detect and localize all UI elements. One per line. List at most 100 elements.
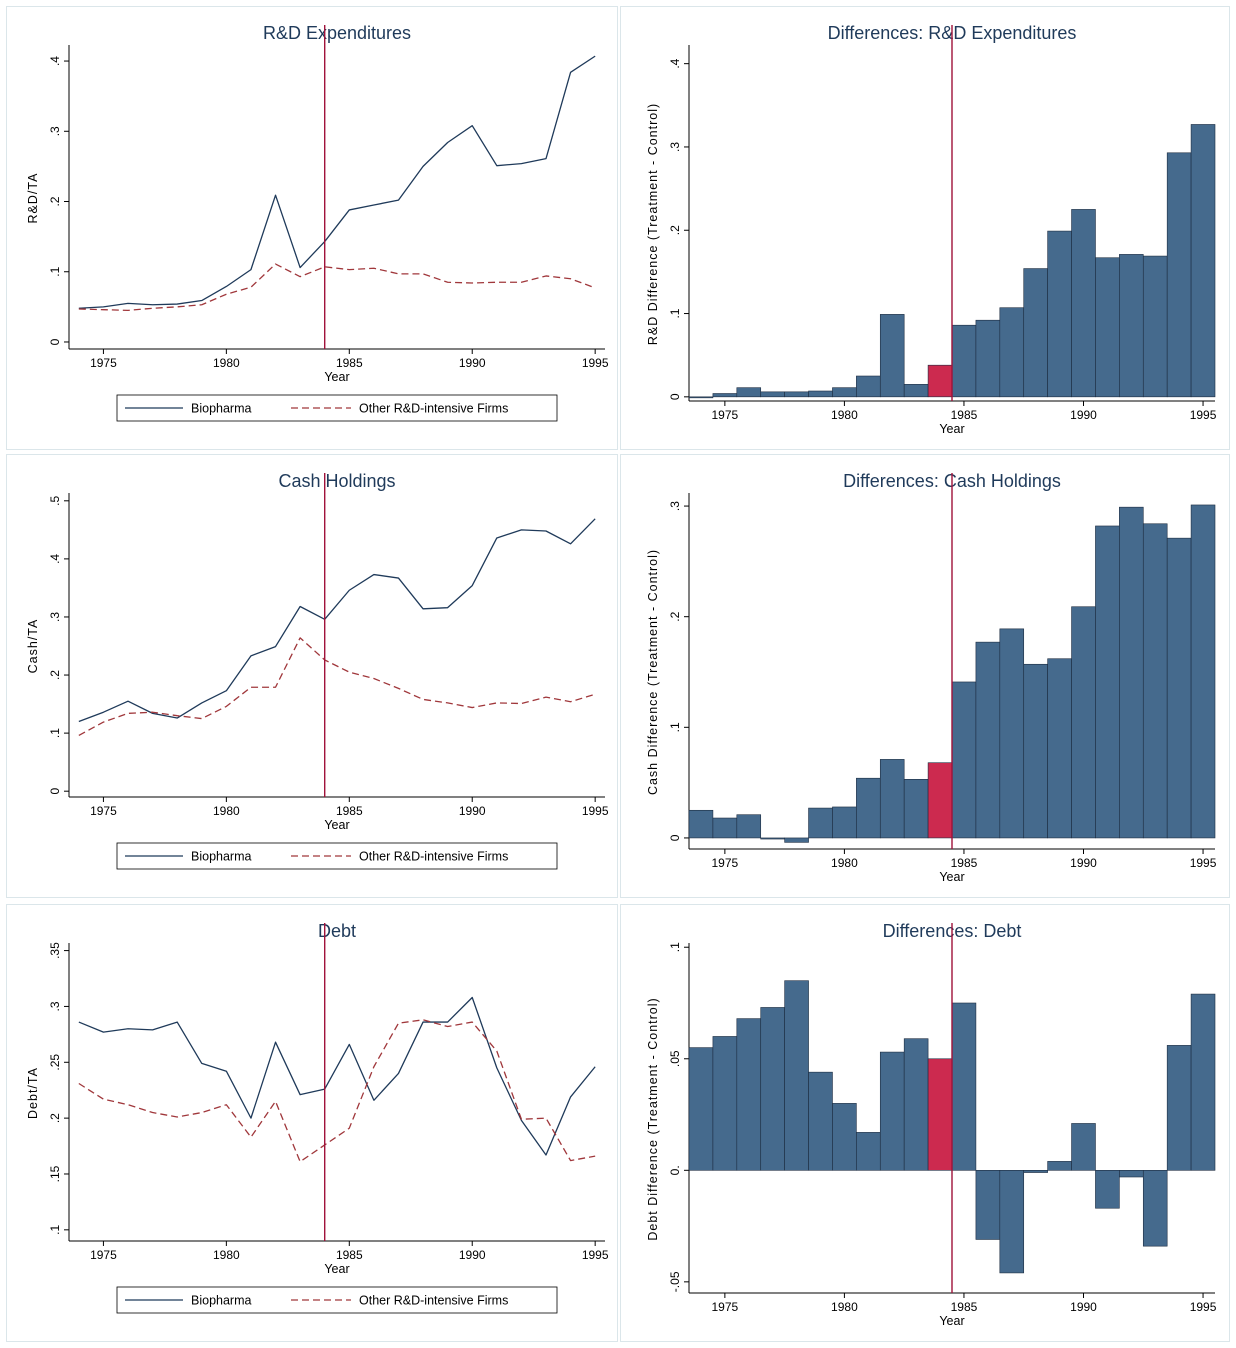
y-tick-label: .4 <box>48 554 62 564</box>
y-tick-label: .35 <box>48 942 62 959</box>
y-tick-label: .3 <box>48 1001 62 1011</box>
y-tick-label: 0 <box>48 338 62 345</box>
y-axis-label: Debt Difference (Treatment - Control) <box>646 997 660 1240</box>
bar-1989 <box>1047 658 1072 839</box>
y-tick-label: .1 <box>48 266 62 276</box>
x-tick-label: 1980 <box>831 408 858 422</box>
bar-1982 <box>879 314 905 398</box>
chart-cash-levels: Cash Holdings 0 .1 .2 .3 .4 .5 1975 1980 1985 1990… <box>26 471 609 870</box>
y-tick-label: 0. <box>668 1165 682 1175</box>
x-tick-label: 1995 <box>582 804 609 818</box>
series-line-biopharma <box>78 518 596 723</box>
bar-1982 <box>879 759 905 839</box>
chart-debt-levels: Debt .1 .15 .2 .25 .3 .35 1975 1980 1985 1990 1995 Y… <box>26 921 609 1314</box>
y-tick-label: .3 <box>48 126 62 136</box>
bar-1985 <box>951 1002 977 1171</box>
bar-1980 <box>832 1103 857 1171</box>
bar-1989 <box>1047 1161 1072 1171</box>
bar-1981 <box>856 1132 881 1171</box>
y-axis-label: R&D/TA <box>26 173 40 224</box>
bar-1993 <box>1142 523 1168 839</box>
bar-1986 <box>975 641 1001 839</box>
x-tick-label: 1975 <box>90 356 117 370</box>
y-tick-label: 0 <box>668 834 682 841</box>
series-line-other <box>78 1019 596 1163</box>
bar-1975 <box>712 393 738 398</box>
panel-cash-diff: Differences: Cash Holdings 0.1.2.3 1975 198… <box>620 454 1230 898</box>
bar-1994 <box>1166 1045 1192 1171</box>
bar-1975 <box>712 1036 738 1171</box>
legend-label-biopharma: Biopharma <box>191 850 251 864</box>
x-axis-label: Year <box>324 1262 349 1276</box>
y-tick-label: .3 <box>668 142 682 152</box>
y-tick-label: 0 <box>668 393 682 400</box>
chart-rd-diff: Differences: R&D Expenditures0.1.2.3.419… <box>646 23 1217 436</box>
x-axis-label: Year <box>324 370 349 384</box>
series-line-other <box>78 637 596 737</box>
bar-1983 <box>903 384 929 398</box>
panel-debt-diff: Differences: Debt -.05 0. .05.1 1975 1980 1985… <box>620 904 1230 1342</box>
x-tick-label: 1975 <box>90 1248 117 1262</box>
bar-1992 <box>1119 506 1144 839</box>
y-axis-label: Cash/TA <box>26 619 40 674</box>
panel-debt-levels: Debt .1 .15 .2 .25 .3 .35 1975 1980 1985 1990 1995 Y… <box>6 904 618 1342</box>
bar-1990 <box>1071 209 1096 398</box>
y-tick-label: .2 <box>668 611 682 621</box>
bar-1986 <box>975 319 1001 398</box>
series-line-other <box>78 263 596 312</box>
bar-1982 <box>879 1051 905 1171</box>
x-tick-label: 1985 <box>336 804 363 818</box>
x-tick-label: 1985 <box>336 1248 363 1262</box>
bar-1990 <box>1071 1123 1096 1171</box>
bar-1994 <box>1166 152 1192 398</box>
x-tick-label: 1990 <box>459 356 486 370</box>
legend-label-other: Other R&D-intensive Firms <box>359 850 508 864</box>
bar-1989 <box>1047 230 1072 398</box>
bar-1988 <box>1023 268 1048 398</box>
panel-cash-levels: Cash Holdings 0 .1 .2 .3 .4 .5 1975 1980 1985 1990… <box>6 454 618 898</box>
y-tick-label: .4 <box>48 56 62 66</box>
y-tick-label: .4 <box>668 58 682 68</box>
y-tick-label: 0 <box>48 788 62 795</box>
bar-1993 <box>1142 255 1168 398</box>
x-tick-label: 1980 <box>213 1248 240 1262</box>
bar-1985 <box>951 324 977 398</box>
bar-1988 <box>1023 663 1048 839</box>
x-tick-label: 1995 <box>1190 856 1217 870</box>
bar-1992 <box>1119 1170 1144 1178</box>
chart-rd-levels: R&D Expenditures 0 .1 .2 .3 .4 1975 1980 1985 199… <box>26 23 609 422</box>
x-tick-label: 1985 <box>951 1300 978 1314</box>
bar-1987 <box>999 1170 1025 1274</box>
bar-1988 <box>1023 1170 1048 1173</box>
x-tick-label: 1975 <box>712 1300 739 1314</box>
panel-rd-diff: Differences: R&D Expenditures 0.1.2.3.4 19… <box>620 6 1230 450</box>
bar-1991 <box>1095 257 1120 398</box>
bar-1984 <box>927 1058 953 1171</box>
y-tick-label: .1 <box>48 1225 62 1235</box>
bar-1985 <box>951 681 977 839</box>
x-tick-label: 1980 <box>831 1300 858 1314</box>
bar-1976 <box>736 1018 762 1171</box>
y-tick-label: .05 <box>668 1050 682 1067</box>
y-tick-label: .1 <box>668 308 682 318</box>
bar-1990 <box>1071 606 1096 839</box>
x-tick-label: 1990 <box>1070 408 1097 422</box>
x-tick-label: 1990 <box>1070 856 1097 870</box>
y-tick-label: .15 <box>48 1165 62 1182</box>
y-tick-label: .1 <box>668 722 682 732</box>
bar-1978 <box>784 391 809 398</box>
x-axis-label: Year <box>939 1314 964 1328</box>
x-tick-label: 1975 <box>90 804 117 818</box>
bar-1993 <box>1142 1170 1168 1247</box>
x-tick-label: 1980 <box>213 356 240 370</box>
y-tick-label: .3 <box>668 501 682 511</box>
y-axis-label: Debt/TA <box>26 1067 40 1119</box>
x-axis-label: Year <box>939 422 964 436</box>
bar-1984 <box>927 762 953 839</box>
bar-1995 <box>1190 993 1216 1171</box>
y-tick-label: .1 <box>668 942 682 952</box>
x-tick-label: 1995 <box>1190 1300 1217 1314</box>
bar-1995 <box>1190 504 1216 839</box>
bar-1974 <box>688 1047 714 1171</box>
